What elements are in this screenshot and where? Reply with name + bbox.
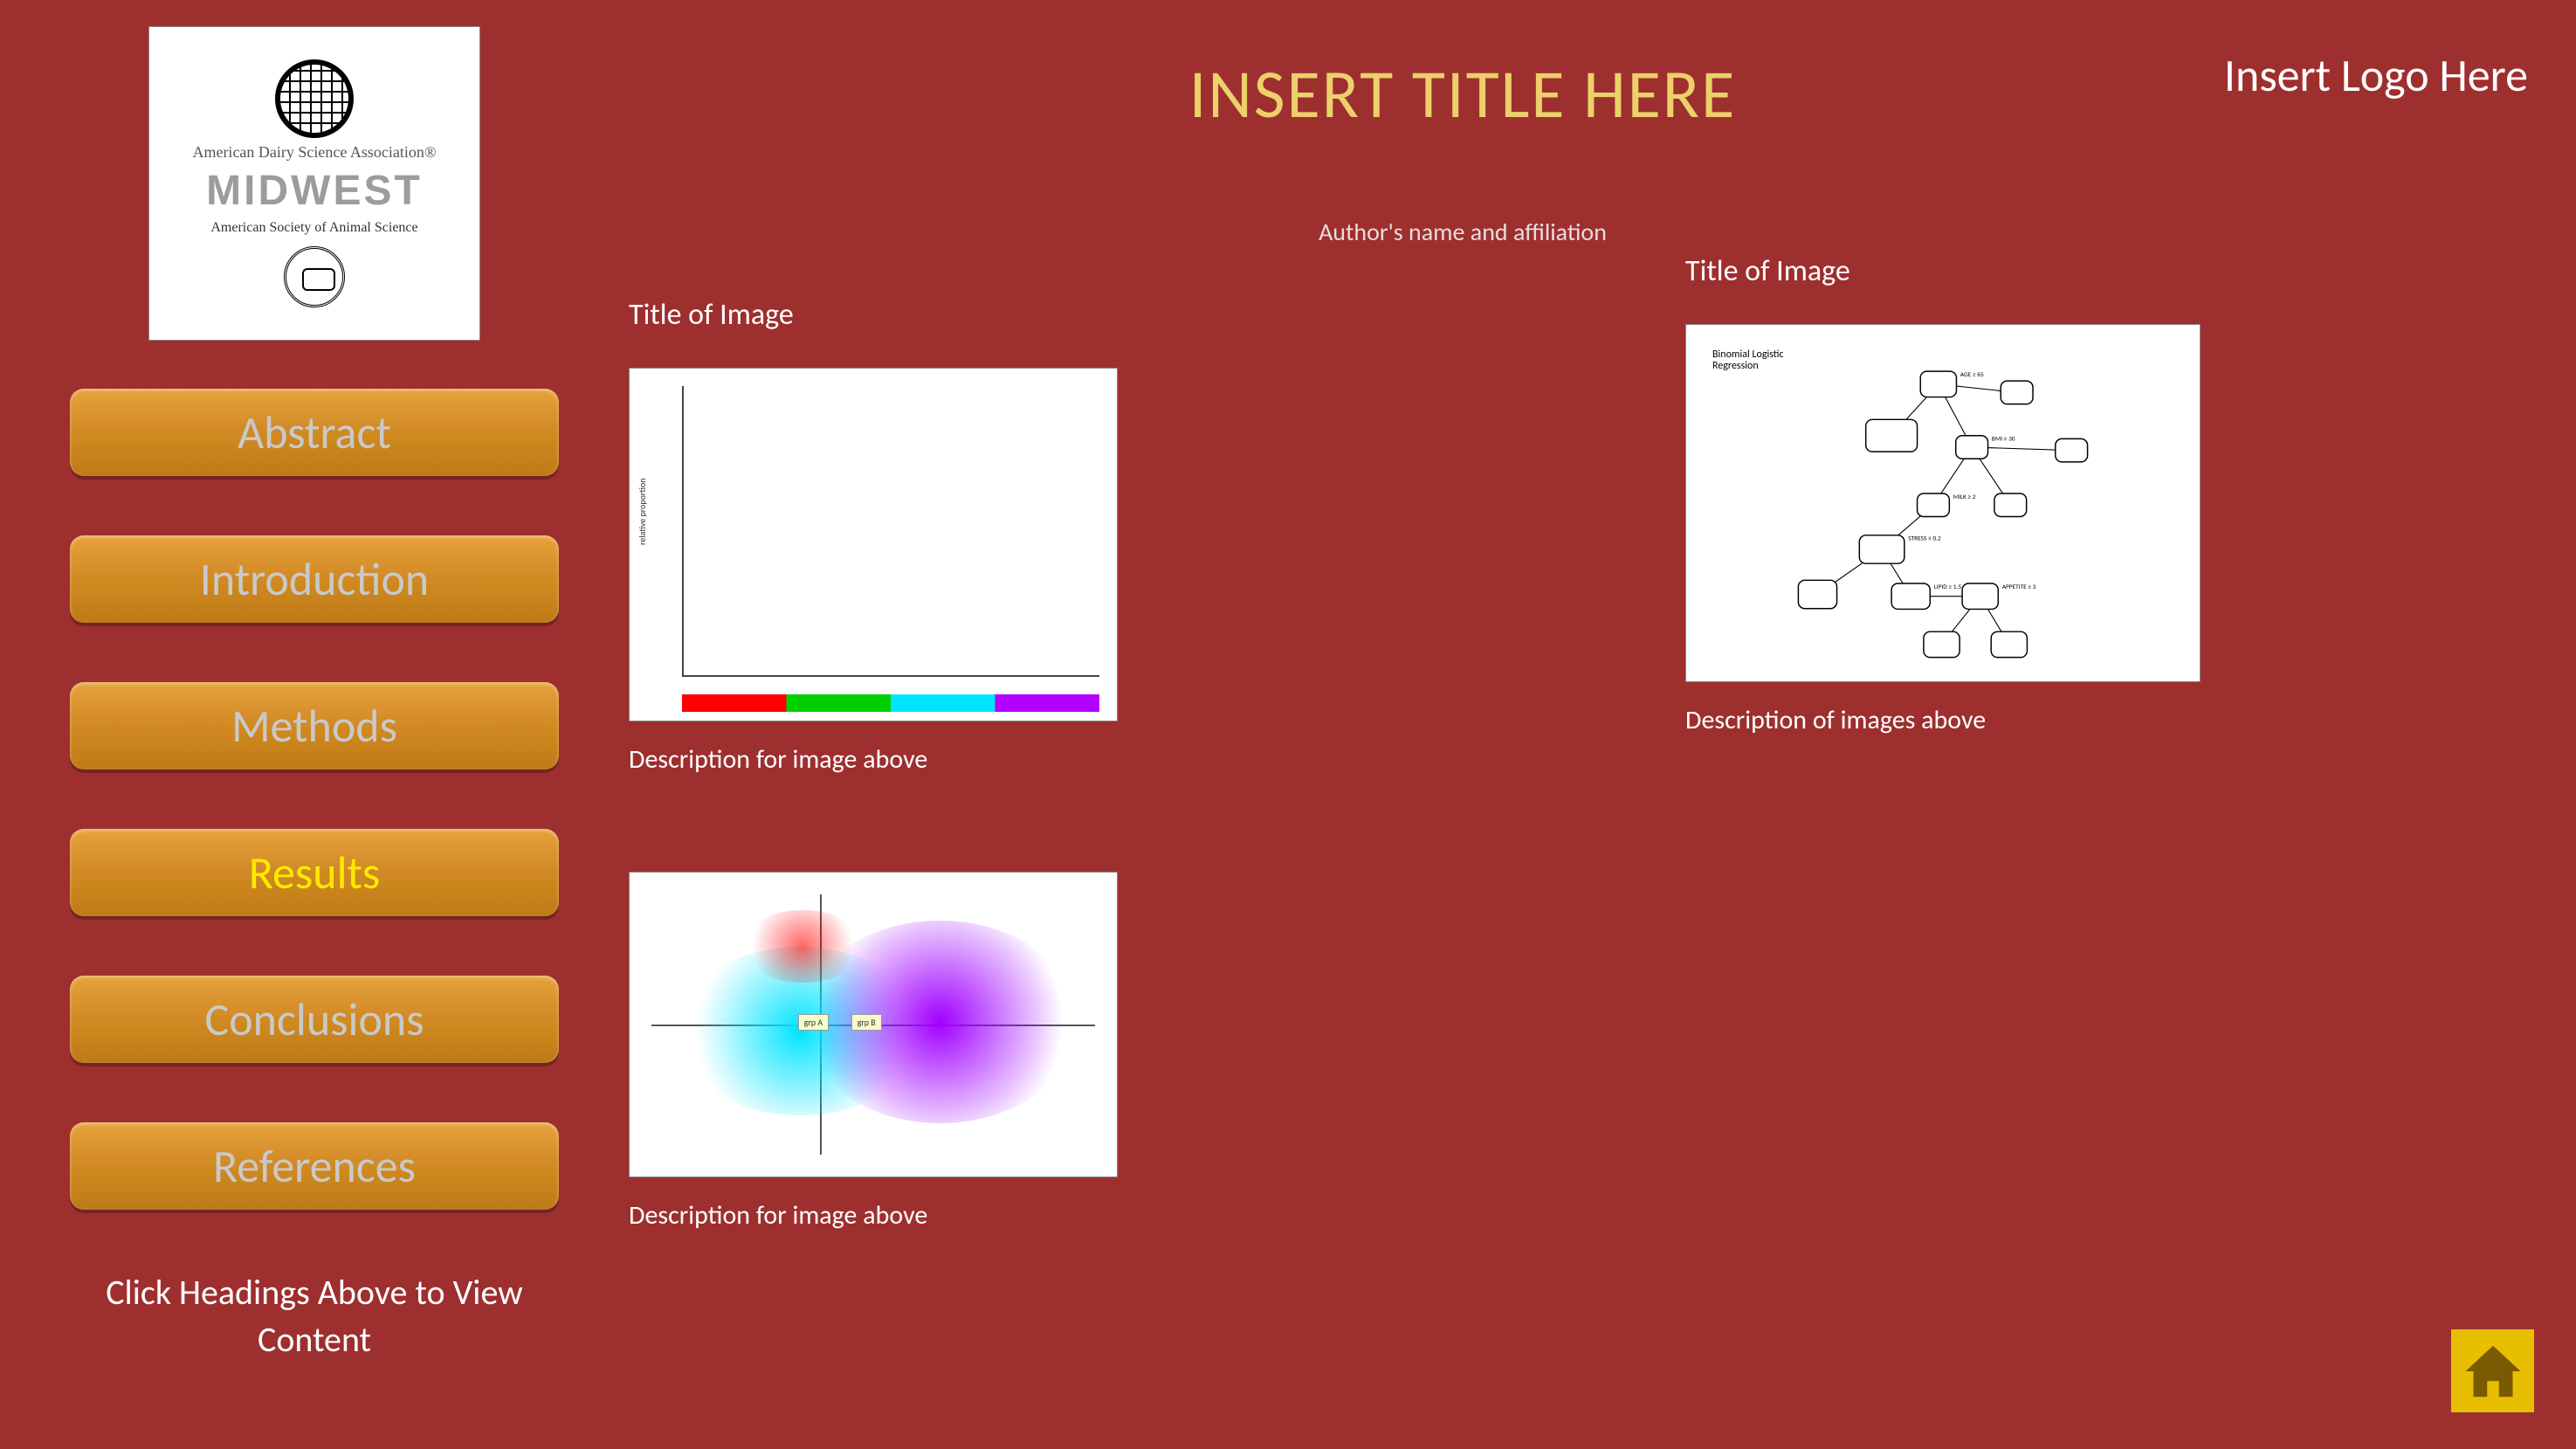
logo-placeholder-note: Insert Logo Here: [2224, 48, 2528, 102]
sidebar: American Dairy Science Association® MIDW…: [70, 26, 559, 1363]
logo-placeholder-text: Insert Logo Here: [2224, 47, 2528, 103]
svg-text:MILK ≥ 2: MILK ≥ 2: [1953, 493, 1976, 500]
nav-references[interactable]: References: [70, 1122, 559, 1210]
fig1-description: Description for image above: [629, 743, 1257, 776]
seal-icon: [284, 246, 345, 307]
globe-icon: [275, 59, 354, 138]
right-image-title: Title of Image: [1685, 253, 2314, 289]
nav-conclusions[interactable]: Conclusions: [70, 976, 559, 1063]
stacked-bar-figure: relative proportion: [629, 368, 1118, 721]
bar-legend: [682, 694, 1099, 712]
tree-area: AGE ≥ 65 BMI ≥ 30 MILK ≥ 2 STRESS ≥ 0.2 LIPI…: [1704, 342, 2182, 664]
svg-text:STRESS ≥ 0.2: STRESS ≥ 0.2: [1908, 535, 1941, 542]
logo-word: MIDWEST: [206, 167, 423, 215]
results-right-column: Title of Image Binomial Logistic Regress…: [1685, 253, 2314, 736]
svg-text:APPETITE ≥ 3: APPETITE ≥ 3: [2002, 583, 2036, 590]
nav-results[interactable]: Results: [70, 829, 559, 916]
page-title: INSERT TITLE HERE: [611, 52, 2314, 135]
bar-area: [682, 386, 1099, 677]
fig3-description: Description of images above: [1685, 704, 2314, 736]
fig2-description: Description for image above: [629, 1199, 1257, 1232]
cluster-red: [740, 910, 864, 983]
logo-line1: American Dairy Science Association®: [192, 143, 436, 162]
nav-introduction[interactable]: Introduction: [70, 535, 559, 623]
scatter-figure: grp A grp B: [629, 872, 1118, 1177]
results-left-column: Title of Image relative proportion Descr…: [629, 297, 1257, 1232]
author-line: Author's name and affiliation: [611, 217, 2314, 247]
nav-hint: Click Headings Above to View Content: [70, 1269, 559, 1363]
svg-text:AGE ≥ 65: AGE ≥ 65: [1960, 370, 1984, 378]
nav-methods[interactable]: Methods: [70, 682, 559, 769]
organization-logo: American Dairy Science Association® MIDW…: [148, 26, 480, 341]
decision-tree-figure: Binomial Logistic Regression AGE ≥ 65BMI…: [1685, 324, 2201, 682]
home-button[interactable]: [2451, 1329, 2534, 1412]
y-axis-label: relative proportion: [637, 478, 648, 545]
home-icon: [2462, 1340, 2524, 1403]
left-image-title: Title of Image: [629, 297, 1257, 333]
tree-svg: AGE ≥ 65 BMI ≥ 30 MILK ≥ 2 STRESS ≥ 0.2 LIPI…: [1704, 342, 2182, 664]
section-nav: Abstract Introduction Methods Results Conclu…: [70, 389, 559, 1210]
scatter-label-a: grp A: [798, 1014, 830, 1031]
svg-text:LIPID ≥ 1.5: LIPID ≥ 1.5: [1934, 583, 1962, 590]
nav-abstract[interactable]: Abstract: [70, 389, 559, 476]
logo-line2: American Society of Animal Science: [210, 220, 417, 236]
scatter-label-b: grp B: [851, 1014, 882, 1031]
scatter-area: grp A grp B: [651, 894, 1095, 1155]
svg-text:BMI ≥ 30: BMI ≥ 30: [1992, 435, 2015, 443]
